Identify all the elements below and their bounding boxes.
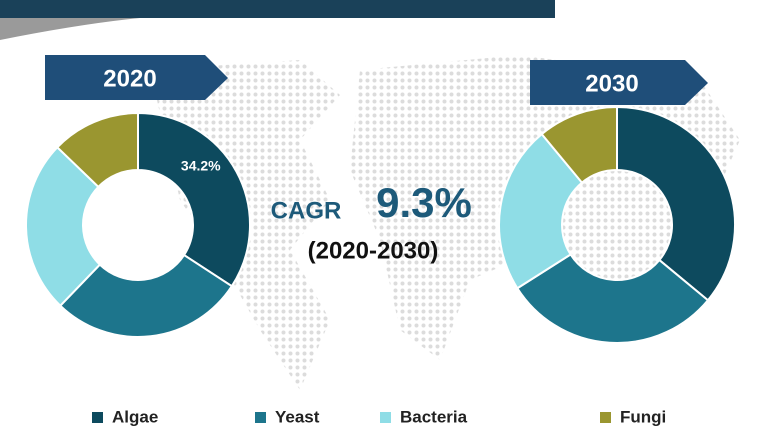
donut-slice: [498, 132, 584, 290]
legend-label: Bacteria: [400, 407, 468, 426]
panel-title: 2030: [585, 70, 638, 97]
legend-label: Fungi: [620, 407, 666, 426]
donut-slice: [137, 111, 251, 288]
legend-swatch: [380, 412, 391, 423]
donut-slice: [540, 105, 618, 185]
year-banner: [530, 60, 708, 105]
legend-label: Yeast: [275, 407, 320, 426]
cagr-value: 9.3%: [376, 179, 472, 226]
donut-slice: [515, 253, 710, 344]
donut-slice: [58, 253, 234, 338]
donut-slice: [25, 145, 102, 308]
donut-slice: [616, 105, 736, 302]
panel-title: 2020: [103, 65, 156, 92]
header-bar: [0, 0, 555, 18]
cagr-period: (2020-2030): [308, 237, 439, 264]
legend-swatch: [255, 412, 266, 423]
legend-swatch: [600, 412, 611, 423]
value-label: 34.2%: [181, 158, 221, 174]
year-banner: [45, 55, 228, 100]
donut-slice: [55, 111, 139, 189]
cagr-label: CAGR: [271, 197, 342, 224]
legend-swatch: [92, 412, 103, 423]
legend-label: Algae: [112, 407, 158, 426]
header-swoosh: [0, 18, 140, 40]
